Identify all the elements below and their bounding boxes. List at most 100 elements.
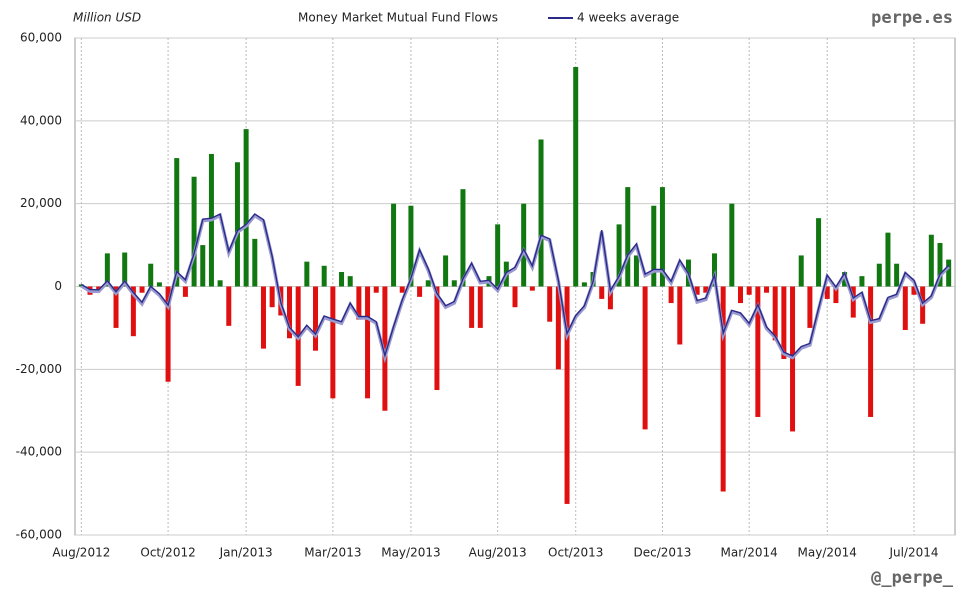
bar — [642, 286, 648, 430]
chart-title: Money Market Mutual Fund Flows — [298, 11, 498, 25]
x-tick-label: Aug/2013 — [469, 546, 527, 560]
bar — [772, 286, 778, 341]
bar — [191, 176, 197, 287]
bar — [616, 224, 622, 287]
bar — [252, 238, 258, 287]
bar — [217, 280, 223, 287]
bar — [243, 129, 249, 287]
bar — [460, 189, 466, 287]
bar — [174, 158, 180, 287]
y-tick-label: 20,000 — [20, 196, 62, 210]
y-unit-label: Million USD — [73, 11, 141, 25]
x-tick-label: Dec/2013 — [634, 546, 692, 560]
bar — [399, 286, 405, 293]
bar — [269, 286, 275, 308]
bar — [113, 286, 119, 328]
bar — [443, 255, 449, 287]
bar — [148, 263, 154, 287]
bar — [182, 286, 188, 297]
bar — [651, 205, 657, 287]
bar — [365, 286, 371, 399]
x-tick-label: Mar/2013 — [304, 546, 361, 560]
bar — [408, 205, 414, 287]
bar — [373, 286, 379, 293]
x-tick-label: Mar/2014 — [721, 546, 778, 560]
bar — [902, 286, 908, 330]
bar — [234, 162, 240, 287]
bar — [859, 276, 865, 287]
bar — [495, 224, 501, 287]
bar — [226, 286, 232, 326]
bar — [573, 66, 579, 287]
watermark: perpe.es — [871, 8, 953, 28]
bar — [746, 286, 752, 295]
bar — [738, 286, 744, 304]
bar — [946, 259, 952, 287]
bar — [816, 218, 822, 287]
bar — [260, 286, 266, 349]
y-tick-label: 40,000 — [20, 113, 62, 127]
watermark: @_perpe_ — [871, 568, 954, 588]
bar — [477, 286, 483, 328]
bar — [96, 286, 102, 291]
bar — [339, 272, 345, 287]
x-tick-label: Jan/2013 — [219, 546, 273, 560]
bar — [104, 253, 110, 287]
bar — [607, 286, 613, 310]
y-tick-label: 60,000 — [20, 31, 62, 45]
bar — [850, 286, 856, 318]
bar — [425, 280, 431, 287]
x-tick-label: May/2013 — [381, 546, 440, 560]
bar — [833, 286, 839, 304]
bar — [703, 286, 709, 293]
bar — [382, 286, 388, 411]
bar — [599, 286, 605, 299]
bar — [694, 286, 700, 295]
y-tick-label: -60,000 — [16, 528, 62, 542]
bar — [304, 261, 310, 287]
bar — [330, 286, 336, 399]
x-tick-label: Oct/2012 — [140, 546, 195, 560]
bar — [139, 286, 145, 293]
bar — [122, 252, 128, 287]
bar — [130, 286, 136, 337]
bar — [781, 286, 787, 359]
bar — [876, 263, 882, 287]
bar — [356, 286, 362, 320]
bar — [911, 286, 917, 295]
bar — [451, 280, 457, 287]
bar — [156, 282, 162, 287]
y-tick-label: -20,000 — [16, 362, 62, 376]
bar — [469, 286, 475, 328]
bar — [868, 286, 874, 417]
bar — [538, 139, 544, 287]
bar — [824, 286, 830, 299]
legend-label: 4 weeks average — [577, 11, 679, 25]
bar — [668, 286, 674, 304]
bar — [165, 286, 171, 382]
bar — [764, 286, 770, 293]
average-line — [80, 212, 950, 359]
bar — [286, 286, 292, 339]
bar — [529, 286, 535, 291]
bar — [434, 286, 440, 391]
bar — [555, 286, 561, 370]
bar — [313, 286, 319, 351]
bar — [711, 253, 717, 287]
bar — [347, 276, 353, 287]
bar — [321, 265, 327, 287]
bar — [677, 286, 683, 345]
x-tick-label: Aug/2012 — [52, 546, 110, 560]
y-tick-label: 0 — [54, 279, 62, 293]
bar — [417, 286, 423, 297]
bar — [729, 203, 735, 287]
bar — [798, 255, 804, 287]
bar — [720, 286, 726, 492]
bar — [928, 234, 934, 287]
bar — [391, 203, 397, 287]
bar — [659, 187, 665, 287]
bar — [200, 245, 206, 287]
bar — [547, 286, 553, 322]
bar — [633, 255, 639, 287]
